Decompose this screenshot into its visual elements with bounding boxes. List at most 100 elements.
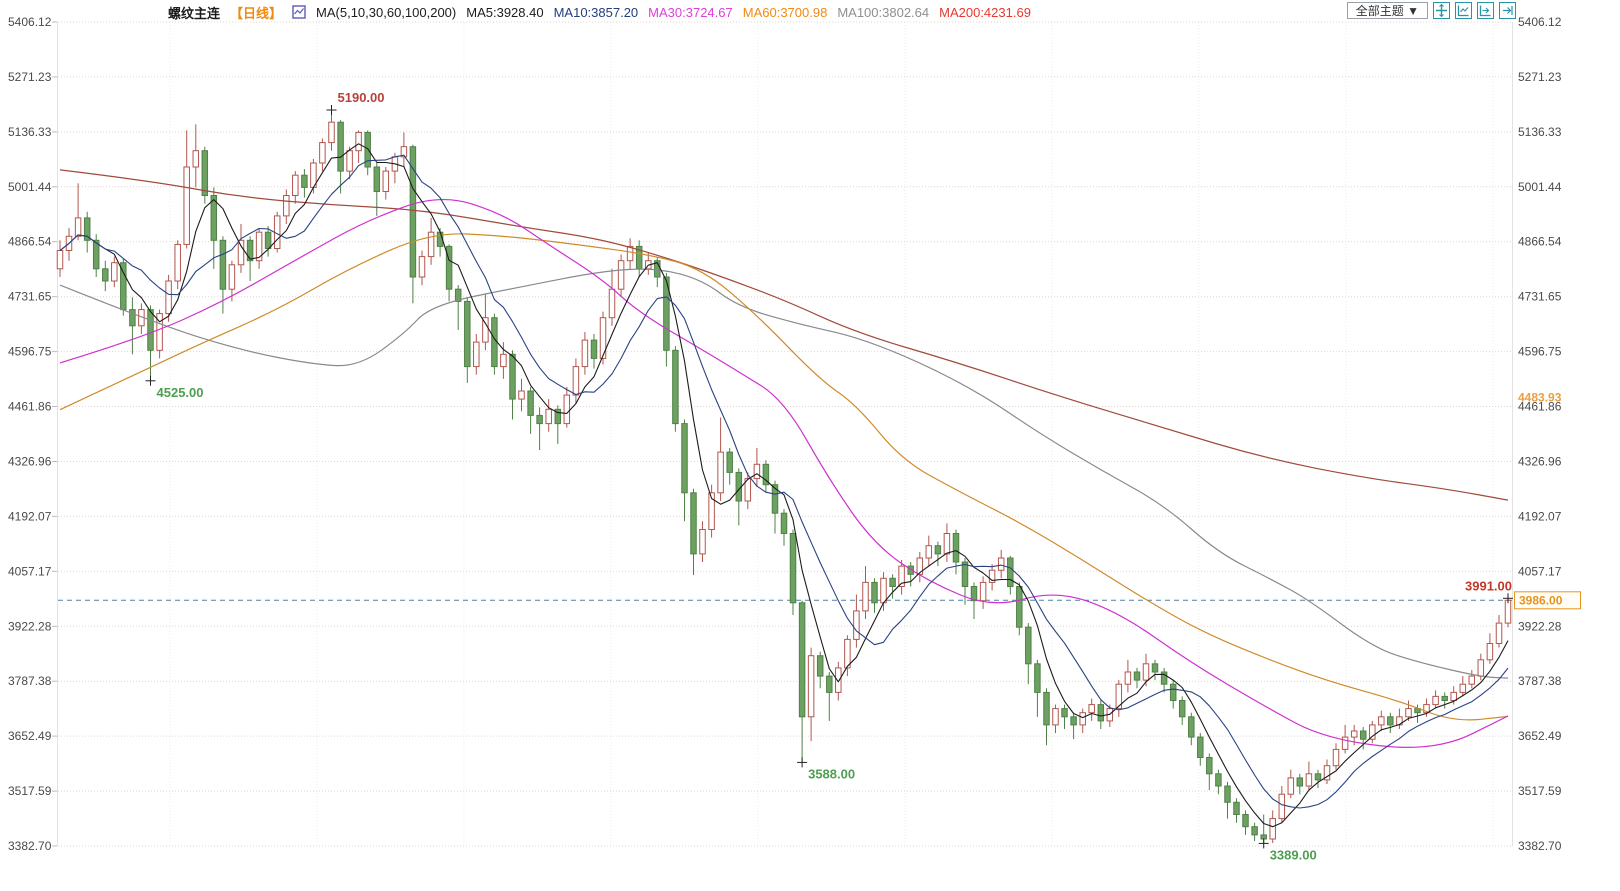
candle-body <box>174 243 181 282</box>
ma200-line <box>59 169 1509 501</box>
candle-body <box>237 239 245 266</box>
candle-body <box>835 667 842 693</box>
ma30-line <box>59 198 1509 748</box>
candle-body <box>1332 748 1340 767</box>
candle-body <box>1242 814 1249 828</box>
candle-body <box>328 121 335 144</box>
y-axis-label-right: 5136.33 <box>1518 125 1562 139</box>
candle-body <box>744 478 752 502</box>
candle-body <box>1441 695 1448 702</box>
candle-body <box>1061 708 1068 718</box>
candle-body <box>1405 708 1412 718</box>
y-axis-label-right: 3517.59 <box>1518 784 1562 798</box>
candle-body <box>1495 622 1503 644</box>
candle-body <box>943 533 951 555</box>
candle-body <box>219 239 227 290</box>
y-axis-label-right: 4866.54 <box>1518 235 1562 249</box>
candle-body <box>1133 671 1141 681</box>
candle-body <box>301 174 308 188</box>
candle-body <box>1151 663 1159 673</box>
y-axis-label-left: 3517.59 <box>8 784 52 798</box>
y-axis-label-left: 4192.07 <box>8 509 52 523</box>
y-axis-label-right: 3922.28 <box>1518 619 1562 633</box>
candle-body <box>1188 716 1195 738</box>
y-axis-label-right: 3787.38 <box>1518 674 1562 688</box>
candle-body <box>1378 716 1385 726</box>
candle-body <box>1224 785 1231 803</box>
candle-body <box>1169 683 1177 702</box>
candle-body <box>816 655 824 677</box>
candle-body <box>183 166 190 245</box>
candle-body <box>56 250 64 270</box>
ma100-line <box>59 268 1509 679</box>
pan-right-icon[interactable] <box>1477 2 1494 19</box>
indicator-chart-icon[interactable] <box>292 5 306 19</box>
y-axis-label-right: 5271.23 <box>1518 70 1562 84</box>
candle-body <box>608 288 616 319</box>
candle-body <box>925 545 933 559</box>
theme-selector-dropdown[interactable]: 全部主题 ▼ <box>1346 2 1428 19</box>
zoom-range-icon[interactable] <box>1455 2 1472 19</box>
candle-body <box>1468 675 1476 685</box>
candle-body <box>1459 683 1467 693</box>
candle-body <box>92 239 100 270</box>
y-axis-label-left: 3922.28 <box>8 619 52 633</box>
candle-body <box>862 581 869 612</box>
ma-settings-label: MA(5,10,30,60,100,200) <box>316 4 457 20</box>
candle-body <box>1369 724 1376 740</box>
ma5-value: MA5:3928.40 <box>466 4 544 20</box>
candle-body <box>626 245 634 262</box>
candle-body <box>147 309 154 351</box>
price-annotation: 4525.00 <box>157 385 204 400</box>
candle-body <box>1260 834 1267 840</box>
candle-body <box>427 231 435 258</box>
candle-body <box>545 408 552 425</box>
ma200-value: MA200:4231.69 <box>939 4 1031 20</box>
y-axis-label-right: 4461.86 <box>1518 400 1562 414</box>
candle-body <box>617 260 625 290</box>
candle-body <box>1115 683 1123 710</box>
crosshair-icon[interactable] <box>1433 2 1450 19</box>
candle-body <box>907 565 914 575</box>
ma30-value: MA30:3724.67 <box>648 4 733 20</box>
candle-body <box>255 231 263 262</box>
period-label: 【日线】 <box>230 5 283 21</box>
y-axis-label-right: 5001.44 <box>1518 180 1562 194</box>
candle-body <box>491 317 498 368</box>
candle-body <box>165 280 172 315</box>
candle-body <box>1124 671 1132 685</box>
candle-body <box>690 492 697 555</box>
candle-body <box>355 131 362 152</box>
candle-body <box>1323 765 1331 781</box>
candle-body <box>563 394 571 425</box>
candle-body <box>527 390 534 416</box>
candle-body <box>1097 704 1105 722</box>
y-axis-label-left: 4596.75 <box>8 345 52 359</box>
candle-body <box>264 231 272 249</box>
y-axis-label-left: 4731.65 <box>8 290 52 304</box>
y-axis-label-right: 4057.17 <box>1518 564 1562 578</box>
candle-body <box>717 451 724 494</box>
candle-body <box>572 366 580 396</box>
candle-body <box>409 146 417 278</box>
candle-body <box>590 339 598 359</box>
y-axis-label-left: 4461.86 <box>8 400 52 414</box>
candle-body <box>473 341 480 368</box>
y-axis-label-right: 5406.12 <box>1518 15 1562 29</box>
candle-body <box>1305 773 1313 787</box>
price-annotation: 3588.00 <box>808 766 855 781</box>
y-axis-label-right: 3382.70 <box>1518 839 1562 853</box>
candle-body <box>1070 716 1077 726</box>
candle-body <box>482 317 489 343</box>
candle-body <box>246 239 254 262</box>
candle-body <box>1043 691 1050 726</box>
jump-latest-icon[interactable] <box>1499 2 1516 19</box>
candle-body <box>934 545 942 555</box>
candle-body <box>1160 671 1168 685</box>
candle-body <box>1088 704 1095 714</box>
y-axis-label-left: 5406.12 <box>8 15 52 29</box>
candle-body <box>988 569 996 583</box>
candle-body <box>1142 663 1150 681</box>
candle-body <box>1269 818 1276 840</box>
